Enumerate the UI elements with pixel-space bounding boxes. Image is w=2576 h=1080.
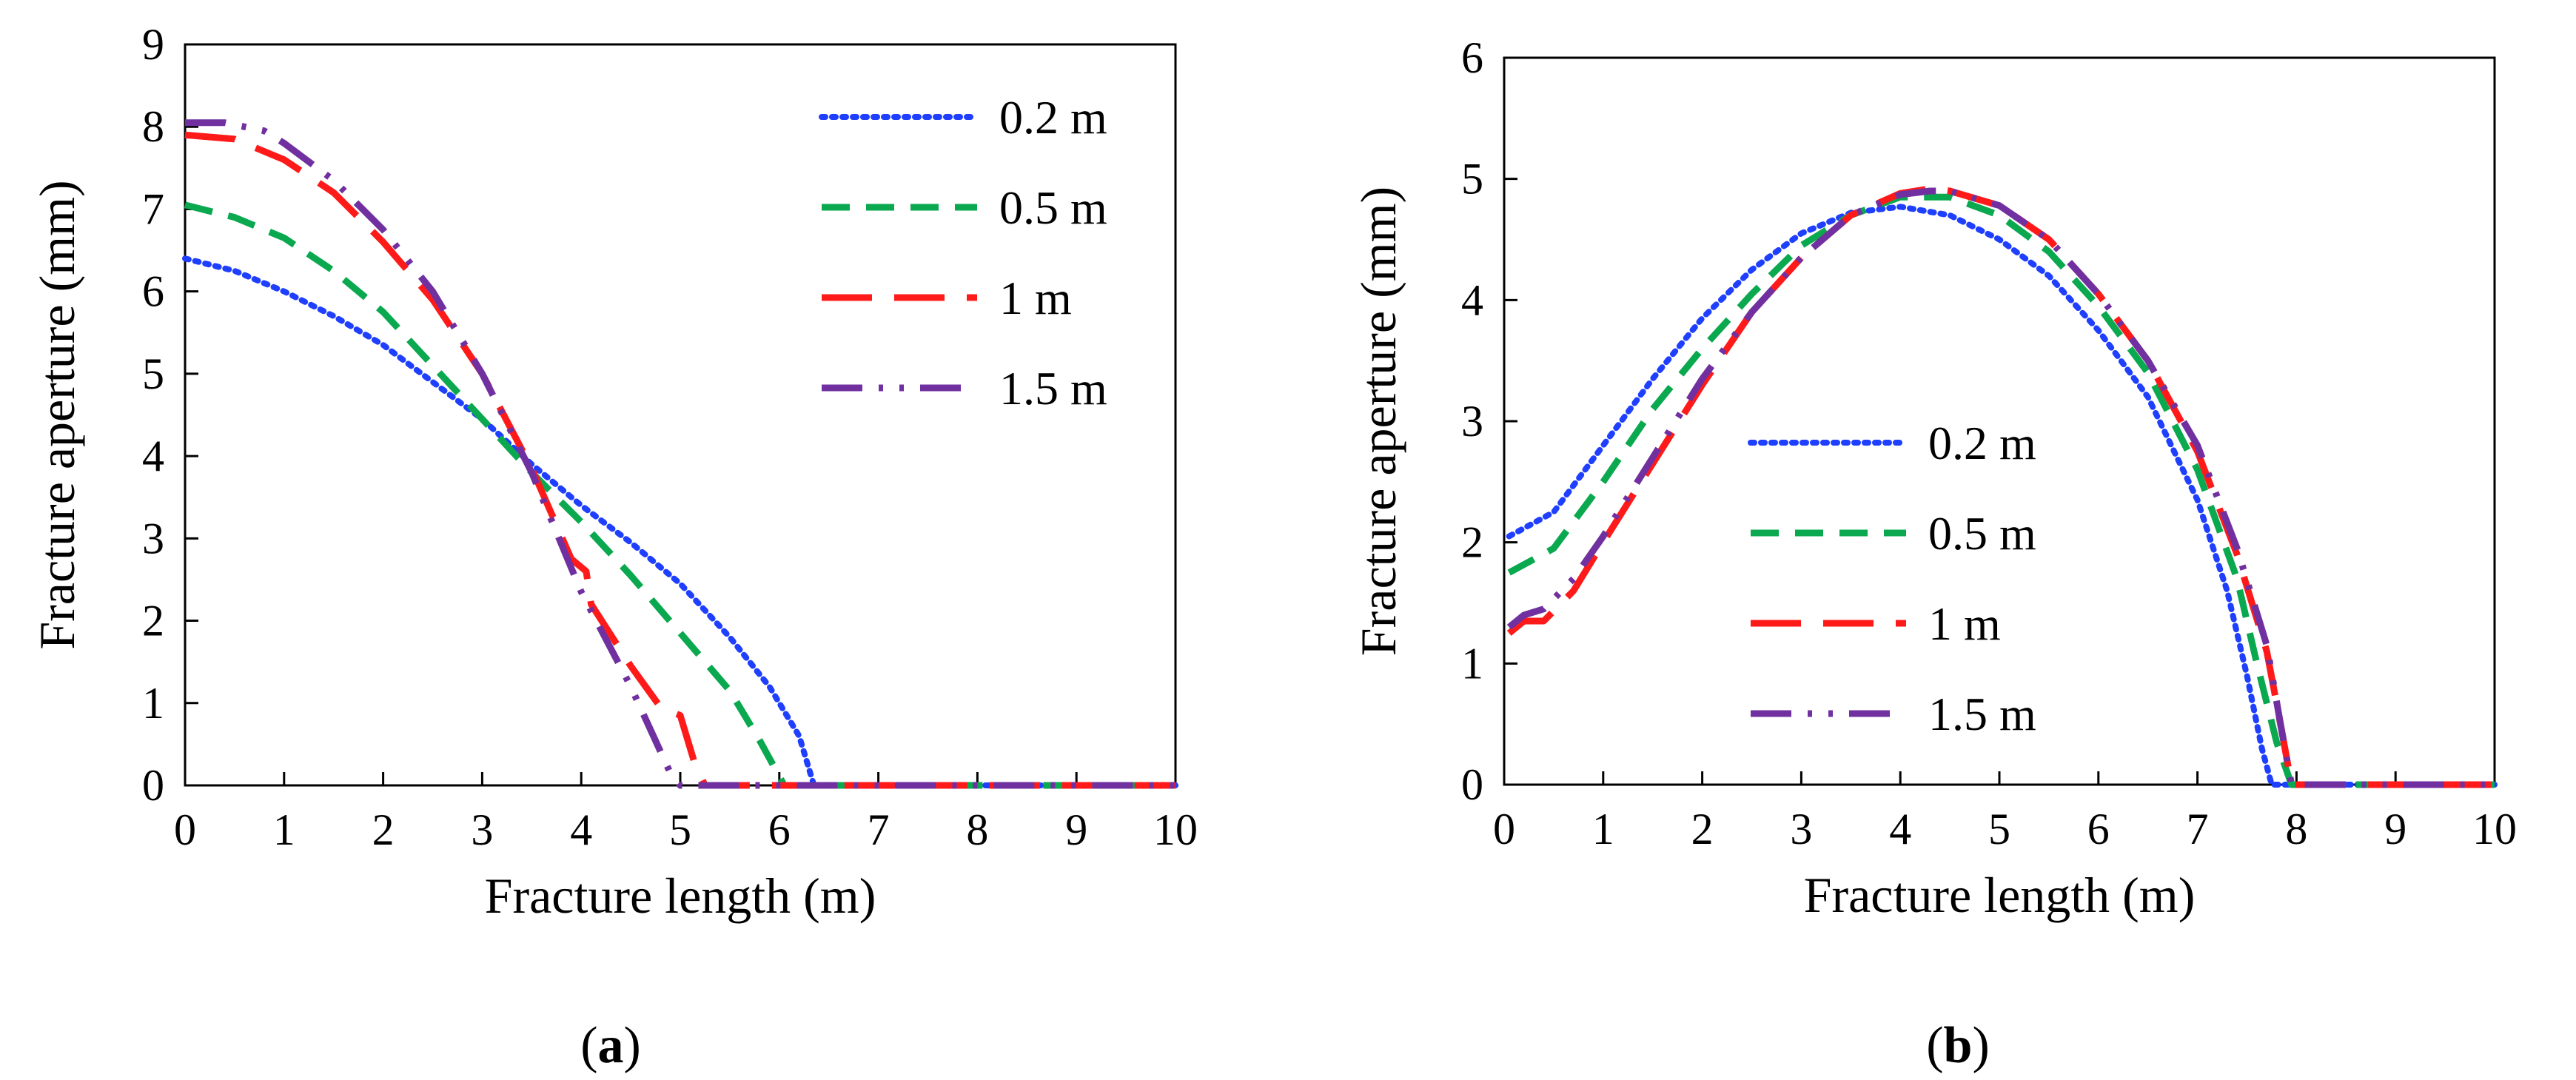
x-tick-label-b-4: 4 — [1889, 805, 1911, 853]
x-tick-label-a-9: 9 — [1065, 805, 1087, 854]
series-line-b-1 — [1507, 193, 2495, 788]
plot-frame-a — [184, 43, 1177, 787]
y-tick-label-b-4: 4 — [1461, 275, 1483, 324]
x-tick-label-b-3: 3 — [1790, 805, 1812, 853]
y-tick-label-a-6: 6 — [142, 267, 164, 316]
x-tick-label-a-3: 3 — [471, 805, 493, 854]
y-tick-label-a-8: 8 — [142, 102, 164, 151]
legend-label-a-2: 1 m — [999, 272, 1072, 324]
legend-label-a-3: 1.5 m — [999, 362, 1107, 415]
panel-label-b: (b) — [1926, 1017, 1990, 1074]
series-line-b-3 — [1506, 187, 2495, 788]
y-tick-label-a-0: 0 — [142, 761, 164, 810]
y-axis-label-b: Fracture aperture (mm) — [1350, 187, 1406, 656]
y-tick-label-a-5: 5 — [142, 349, 164, 398]
x-tick-label-a-4: 4 — [570, 805, 592, 854]
series-line-a-3 — [185, 119, 1175, 789]
x-tick-label-a-6: 6 — [768, 805, 791, 854]
y-tick-label-a-7: 7 — [142, 184, 164, 233]
series-line-a-0 — [182, 255, 1178, 788]
x-axis-label-a: Fracture length (m) — [485, 868, 876, 924]
x-tick-label-a-2: 2 — [372, 805, 395, 854]
chart-a: 0 1 2 3 4 5 6 7 8 9 10 0 1 2 3 4 5 6 7 8 9 Fracture length (m… — [29, 20, 1198, 924]
x-tick-label-a-7: 7 — [868, 805, 890, 854]
legend-label-b-0: 0.2 m — [1928, 417, 2036, 469]
x-tick-label-b-9: 9 — [2384, 805, 2406, 853]
x-tick-label-b-6: 6 — [2087, 805, 2110, 853]
x-tick-label-b-8: 8 — [2285, 805, 2307, 853]
legend-label-b-1: 0.5 m — [1928, 507, 2036, 560]
y-tick-label-b-2: 2 — [1461, 518, 1483, 567]
x-axis-label-b: Fracture length (m) — [1804, 867, 2196, 923]
panel-label-a: (a) — [580, 1017, 641, 1074]
legend-label-a-0: 0.2 m — [999, 91, 1107, 144]
y-axis-label-a: Fracture aperture (mm) — [29, 180, 85, 649]
x-tick-label-b-1: 1 — [1592, 805, 1614, 853]
x-tick-label-b-0: 0 — [1493, 805, 1515, 853]
y-tick-label-a-4: 4 — [142, 432, 164, 480]
y-tick-label-b-0: 0 — [1461, 760, 1483, 809]
x-tick-label-a-0: 0 — [174, 805, 196, 854]
x-tick-label-a-10: 10 — [1153, 805, 1198, 854]
x-tick-label-a-1: 1 — [273, 805, 295, 854]
chart-b: 0 1 2 3 4 5 6 7 8 9 10 0 1 2 3 4 5 6 Fracture length (m) Fr… — [1350, 33, 2517, 923]
x-tick-label-b-10: 10 — [2472, 805, 2517, 853]
y-tick-label-a-2: 2 — [142, 597, 164, 645]
x-tick-label-b-5: 5 — [1988, 805, 2010, 853]
x-tick-label-a-8: 8 — [966, 805, 988, 854]
series-line-a-2 — [184, 131, 1175, 789]
y-tick-label-b-3: 3 — [1461, 397, 1483, 446]
series-line-b-0 — [1506, 204, 2498, 788]
y-tick-label-b-6: 6 — [1461, 33, 1483, 82]
legend-label-b-3: 1.5 m — [1928, 688, 2036, 740]
y-tick-label-b-5: 5 — [1461, 155, 1483, 204]
x-tick-label-b-2: 2 — [1691, 805, 1714, 853]
legend-label-b-2: 1 m — [1928, 597, 2001, 650]
x-tick-label-b-7: 7 — [2187, 805, 2209, 853]
y-tick-label-a-3: 3 — [142, 514, 164, 563]
legend-label-a-1: 0.5 m — [999, 181, 1107, 234]
y-tick-label-a-9: 9 — [142, 20, 164, 69]
x-tick-label-a-5: 5 — [669, 805, 691, 854]
y-tick-label-b-1: 1 — [1461, 639, 1483, 688]
y-tick-label-a-1: 1 — [142, 679, 164, 728]
